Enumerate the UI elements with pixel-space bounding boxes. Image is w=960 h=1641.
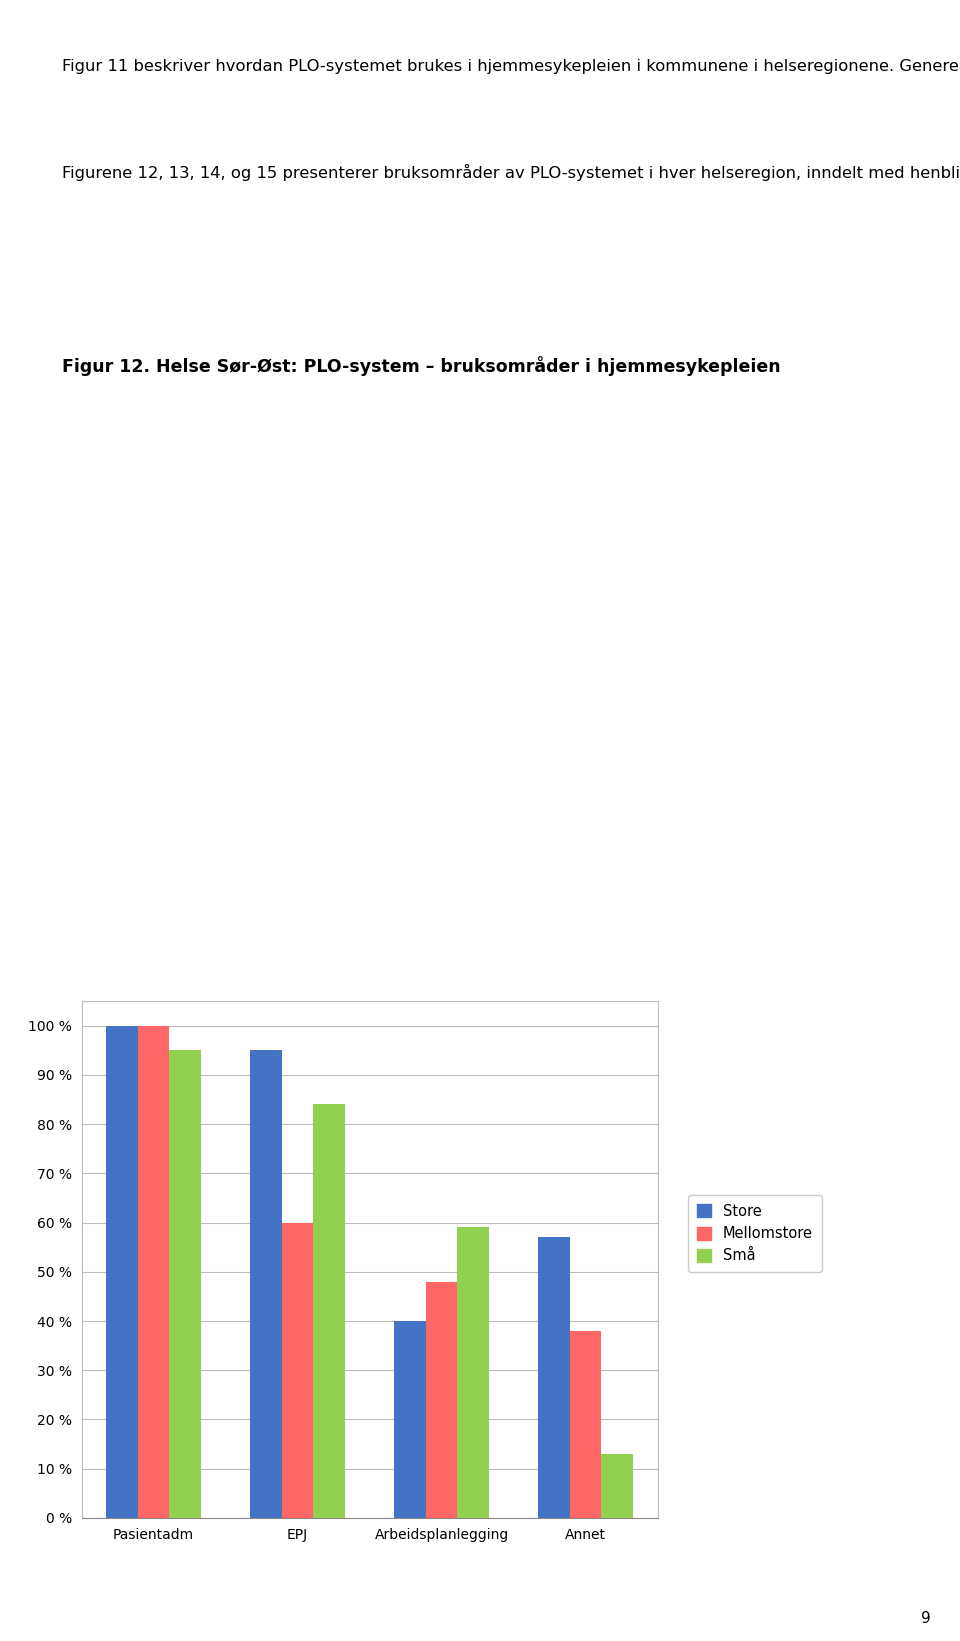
Bar [601, 1454, 634, 1518]
Bar [169, 1050, 202, 1518]
Text: 9: 9 [922, 1610, 931, 1626]
Bar [313, 1104, 345, 1518]
Text: Figur 12. Helse Sør-Øst: PLO-system – bruksområder i hjemmesykepleien: Figur 12. Helse Sør-Øst: PLO-system – br… [62, 356, 781, 376]
Legend: Store, Mellomstore, Små: Store, Mellomstore, Små [688, 1195, 822, 1272]
Bar [138, 1026, 169, 1518]
Bar [106, 1026, 138, 1518]
Bar [457, 1227, 489, 1518]
Text: Figurene 12, 13, 14, og 15 presenterer bruksområder av PLO-systemet i hver helse: Figurene 12, 13, 14, og 15 presenterer b… [62, 164, 960, 181]
Bar [425, 1282, 457, 1518]
Bar [394, 1321, 425, 1518]
Bar [569, 1331, 601, 1518]
Text: Figur 11 beskriver hvordan PLO-systemet brukes i hjemmesykepleien i kommunene i : Figur 11 beskriver hvordan PLO-systemet … [62, 57, 960, 74]
Bar [282, 1223, 313, 1518]
Bar [250, 1050, 282, 1518]
Bar [538, 1237, 570, 1518]
